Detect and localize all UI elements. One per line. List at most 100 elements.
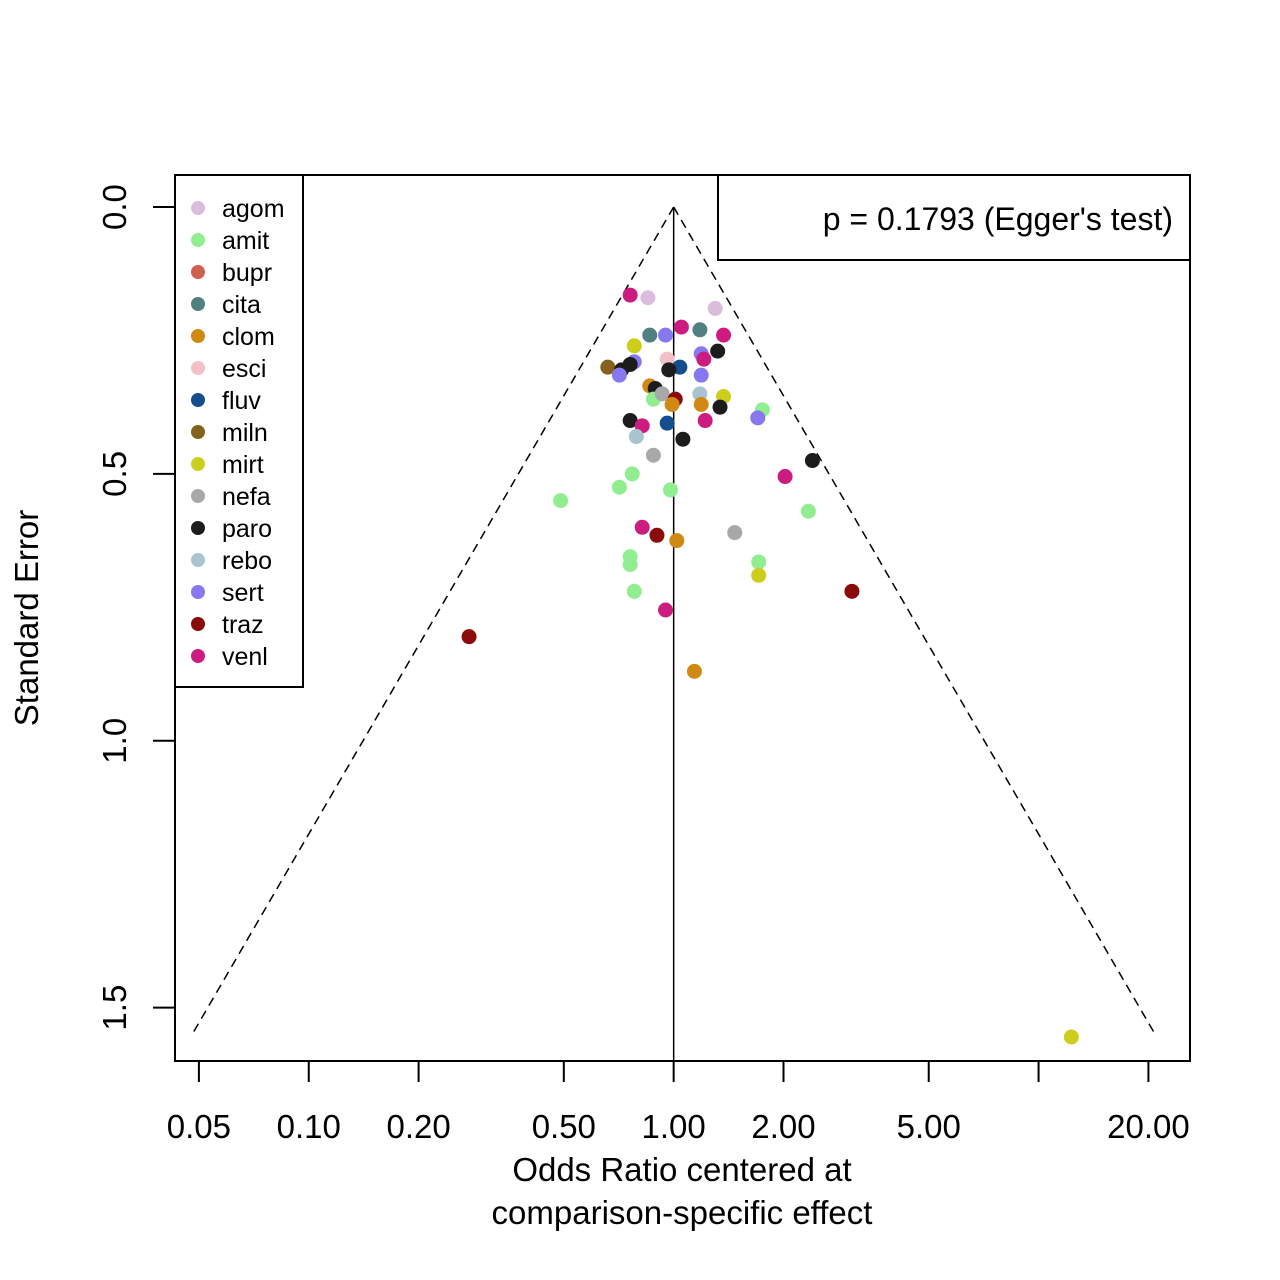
- data-point-paro: [661, 362, 677, 378]
- data-point-mirt: [1063, 1029, 1079, 1045]
- data-point-amit: [626, 583, 642, 599]
- legend-label-esci: esci: [222, 355, 266, 383]
- legend-label-amit: amit: [222, 227, 269, 255]
- egger-text: p = 0.1793 (Egger's test): [823, 201, 1173, 237]
- legend-items: agom amit bupr cita clom esci fluv miln mirt nefa…: [191, 195, 285, 671]
- egger-annotation: p = 0.1793 (Egger's test): [717, 174, 1191, 261]
- x-tick-label: 0.05: [167, 1108, 231, 1145]
- funnel-lines: [191, 206, 1156, 1061]
- data-point-traz: [649, 527, 665, 543]
- data-point-agom: [640, 290, 656, 306]
- legend-label-cita: cita: [222, 291, 261, 319]
- legend-label-nefa: nefa: [222, 483, 271, 511]
- data-point-clom: [686, 663, 702, 679]
- legend-marker-agom: [191, 201, 205, 215]
- x-tick-label: 5.00: [897, 1108, 961, 1145]
- legend-label-agom: agom: [222, 195, 285, 223]
- legend-marker-paro: [191, 521, 205, 535]
- data-point-cita: [642, 327, 658, 343]
- data-point-paro: [710, 343, 726, 359]
- legend-marker-fluv: [191, 393, 205, 407]
- legend-marker-esci: [191, 361, 205, 375]
- y-tick-label: 1.0: [96, 718, 133, 764]
- y-tick-label: 0.5: [96, 451, 133, 497]
- legend-marker-cita: [191, 297, 205, 311]
- data-point-sert: [750, 410, 766, 426]
- legend-label-clom: clom: [222, 323, 275, 351]
- data-point-venl: [658, 602, 674, 618]
- data-point-mirt: [751, 567, 767, 583]
- data-point-amit: [553, 493, 569, 509]
- y-tick-label: 0.0: [96, 184, 133, 230]
- data-point-paro: [675, 431, 691, 447]
- data-point-clom: [669, 533, 685, 549]
- legend-label-rebo: rebo: [222, 547, 272, 575]
- legend-marker-traz: [191, 617, 205, 631]
- legend-marker-amit: [191, 233, 205, 247]
- data-point-fluv: [659, 415, 675, 431]
- data-point-venl: [696, 351, 712, 367]
- data-point-nefa: [727, 525, 743, 541]
- data-point-venl: [634, 519, 650, 535]
- x-tick-label: 0.20: [386, 1108, 450, 1145]
- data-point-sert: [693, 367, 709, 383]
- y-axis-title: Standard Error: [8, 510, 45, 726]
- legend-marker-clom: [191, 329, 205, 343]
- data-point-amit: [800, 503, 816, 519]
- data-point-amit: [611, 479, 627, 495]
- x-tick-label: 1.00: [642, 1108, 706, 1145]
- legend-label-paro: paro: [222, 515, 272, 543]
- data-point-nefa: [654, 386, 670, 402]
- legend-label-fluv: fluv: [222, 387, 261, 415]
- data-point-paro: [622, 413, 638, 429]
- legend-marker-sert: [191, 585, 205, 599]
- data-point-sert: [611, 367, 627, 383]
- x-axis-title-line-2: comparison-specific effect: [492, 1194, 873, 1231]
- data-point-amit: [751, 554, 767, 570]
- funnel-right-line: [673, 206, 1156, 1035]
- data-points: [461, 287, 1079, 1045]
- x-tick-label: 2.00: [751, 1108, 815, 1145]
- data-point-miln: [600, 359, 616, 375]
- x-axis-title-line-1: Odds Ratio centered at: [512, 1151, 851, 1188]
- legend-label-bupr: bupr: [222, 259, 272, 287]
- legend-marker-nefa: [191, 489, 205, 503]
- data-point-paro: [804, 453, 820, 469]
- data-point-venl: [622, 287, 638, 303]
- legend: agom amit bupr cita clom esci fluv miln mirt nefa…: [174, 174, 304, 688]
- x-tick-label: 0.10: [277, 1108, 341, 1145]
- data-point-amit: [622, 557, 638, 573]
- egger-box: [717, 174, 1191, 261]
- data-point-sert: [658, 327, 674, 343]
- legend-marker-rebo: [191, 553, 205, 567]
- data-point-amit: [662, 482, 678, 498]
- x-tick-label: 0.50: [532, 1108, 596, 1145]
- funnel-left-line: [191, 206, 675, 1035]
- legend-marker-miln: [191, 425, 205, 439]
- data-point-agom: [707, 300, 723, 316]
- legend-marker-bupr: [191, 265, 205, 279]
- data-point-clom: [693, 397, 709, 413]
- legend-label-mirt: mirt: [222, 451, 264, 479]
- x-tick-label: 20.00: [1107, 1108, 1190, 1145]
- data-point-venl: [716, 327, 732, 343]
- legend-marker-mirt: [191, 457, 205, 471]
- y-tick-label: 1.5: [96, 985, 133, 1031]
- legend-label-sert: sert: [222, 579, 264, 607]
- data-point-cita: [692, 322, 708, 338]
- data-point-clom: [664, 397, 680, 413]
- data-point-mirt: [626, 338, 642, 354]
- legend-label-venl: venl: [222, 643, 268, 671]
- data-point-traz: [844, 583, 860, 599]
- data-point-venl: [697, 413, 713, 429]
- data-point-venl: [777, 469, 793, 485]
- data-point-rebo: [628, 429, 644, 445]
- x-axis: 0.05 0.10 0.20 0.50 1.00 2.00 5.00 20.00: [167, 1060, 1190, 1145]
- legend-marker-venl: [191, 649, 205, 663]
- data-point-traz: [461, 629, 477, 645]
- data-point-venl: [673, 319, 689, 335]
- data-point-amit: [624, 466, 640, 482]
- legend-label-traz: traz: [222, 611, 264, 639]
- legend-label-miln: miln: [222, 419, 268, 447]
